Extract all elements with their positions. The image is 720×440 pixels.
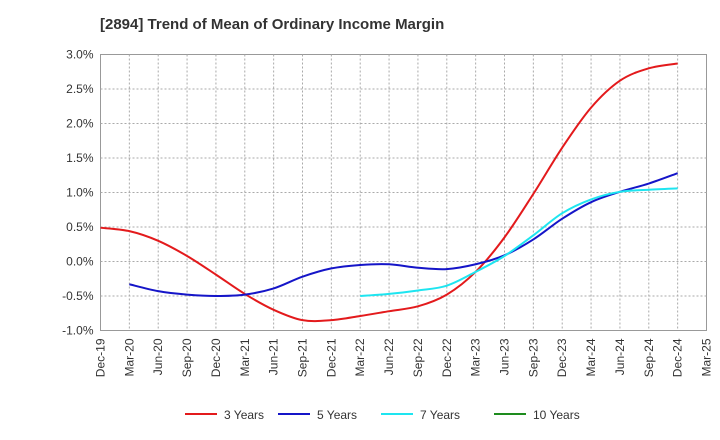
x-tick-label: Mar-21 [238,338,252,376]
legend-label-10-years: 10 Years [533,408,580,422]
series-line-7-years [360,187,678,297]
x-tick-label: Dec-22 [440,338,454,377]
legend: 3 Years 5 Years 7 Years 10 Years [185,408,580,422]
legend-label-7-years: 7 Years [420,408,460,422]
series-line-5-years [129,172,678,298]
y-tick-label: 2.5% [66,82,94,96]
x-tick-label: Sep-21 [296,338,310,377]
x-tick-label: Sep-23 [526,338,540,377]
x-tick-label: Mar-23 [469,338,483,376]
y-tick-label: 3.0% [66,48,94,62]
x-tick-label: Dec-20 [209,338,223,377]
x-tick-label: Mar-25 [700,338,714,376]
x-tick-label: Sep-22 [411,338,425,377]
y-tick-label: 0.0% [66,255,94,269]
x-tick-label: Mar-24 [584,338,598,376]
series-line-3-years [100,62,678,323]
x-tick-label: Mar-22 [353,338,367,376]
y-tick-label: -0.5% [62,289,94,303]
y-axis-tick-labels: 3.0% 2.5% 2.0% 1.5% 1.0% 0.5% 0.0% -0.5% -1.0% [62,48,94,338]
x-tick-label: Mar-20 [122,338,136,376]
series-lines [100,62,678,323]
x-tick-label: Sep-20 [180,338,194,377]
x-tick-label: Jun-23 [498,338,512,375]
x-tick-label: Jun-21 [267,338,281,375]
x-tick-label: Sep-24 [642,338,656,377]
x-tick-label: Jun-24 [613,338,627,375]
x-tick-label: Dec-24 [671,338,685,377]
x-tick-label: Dec-23 [555,338,569,377]
y-tick-label: 0.5% [66,220,94,234]
legend-label-3-years: 3 Years [224,408,264,422]
y-tick-label: -1.0% [62,324,94,338]
x-tick-label: Jun-22 [382,338,396,375]
x-tick-label: Jun-20 [151,338,165,375]
chart-title: [2894] Trend of Mean of Ordinary Income … [100,16,445,33]
legend-label-5-years: 5 Years [317,408,357,422]
x-tick-label: Dec-19 [94,338,108,377]
y-tick-label: 2.0% [66,117,94,131]
y-tick-label: 1.0% [66,186,94,200]
y-tick-label: 1.5% [66,151,94,165]
x-axis-tick-labels: Dec-19 Mar-20 Jun-20 Sep-20 Dec-20 Mar-21 Jun-… [94,338,714,377]
x-tick-label: Dec-21 [324,338,338,377]
